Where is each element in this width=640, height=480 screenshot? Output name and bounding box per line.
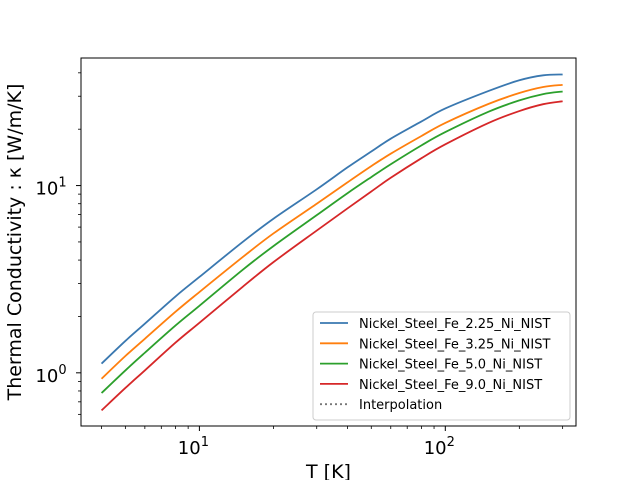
series-line-2 bbox=[100, 83, 563, 380]
legend-label-3: Nickel_Steel_Fe_5.0_Ni_NIST bbox=[359, 358, 542, 373]
y-tick-label: 101 bbox=[35, 176, 66, 200]
plot-area bbox=[100, 73, 563, 412]
legend-label-1: Nickel_Steel_Fe_2.25_Ni_NIST bbox=[359, 317, 550, 332]
x-tick-base: 10 bbox=[178, 438, 201, 459]
legend-box bbox=[312, 311, 571, 421]
x-axis-label: T [K] bbox=[305, 461, 351, 480]
y-tick-label: 100 bbox=[35, 363, 66, 387]
legend-label-4: Nickel_Steel_Fe_9.0_Ni_NIST bbox=[359, 378, 542, 393]
x-tick-base: 10 bbox=[424, 438, 447, 459]
y-tick-base: 10 bbox=[35, 366, 58, 387]
legend-label-2: Nickel_Steel_Fe_3.25_Ni_NIST bbox=[359, 337, 550, 352]
x-tick-label: 102 bbox=[424, 435, 455, 459]
series-line-3 bbox=[100, 90, 563, 394]
y-tick-exponent: 0 bbox=[58, 363, 66, 378]
x-tick-exponent: 1 bbox=[201, 435, 209, 450]
legend-label-interpolation: Interpolation bbox=[359, 398, 442, 413]
y-axis-label: Thermal Conductivity : κ [W/m/K] bbox=[4, 84, 26, 402]
x-tick-exponent: 2 bbox=[447, 435, 455, 450]
y-tick-base: 10 bbox=[35, 179, 58, 200]
y-tick-exponent: 1 bbox=[58, 176, 66, 191]
series-line-1 bbox=[100, 73, 563, 365]
series-line-4 bbox=[100, 100, 563, 412]
legend: Nickel_Steel_Fe_2.25_Ni_NIST Nickel_Steel… bbox=[312, 311, 571, 421]
x-tick-label: 101 bbox=[178, 435, 209, 459]
